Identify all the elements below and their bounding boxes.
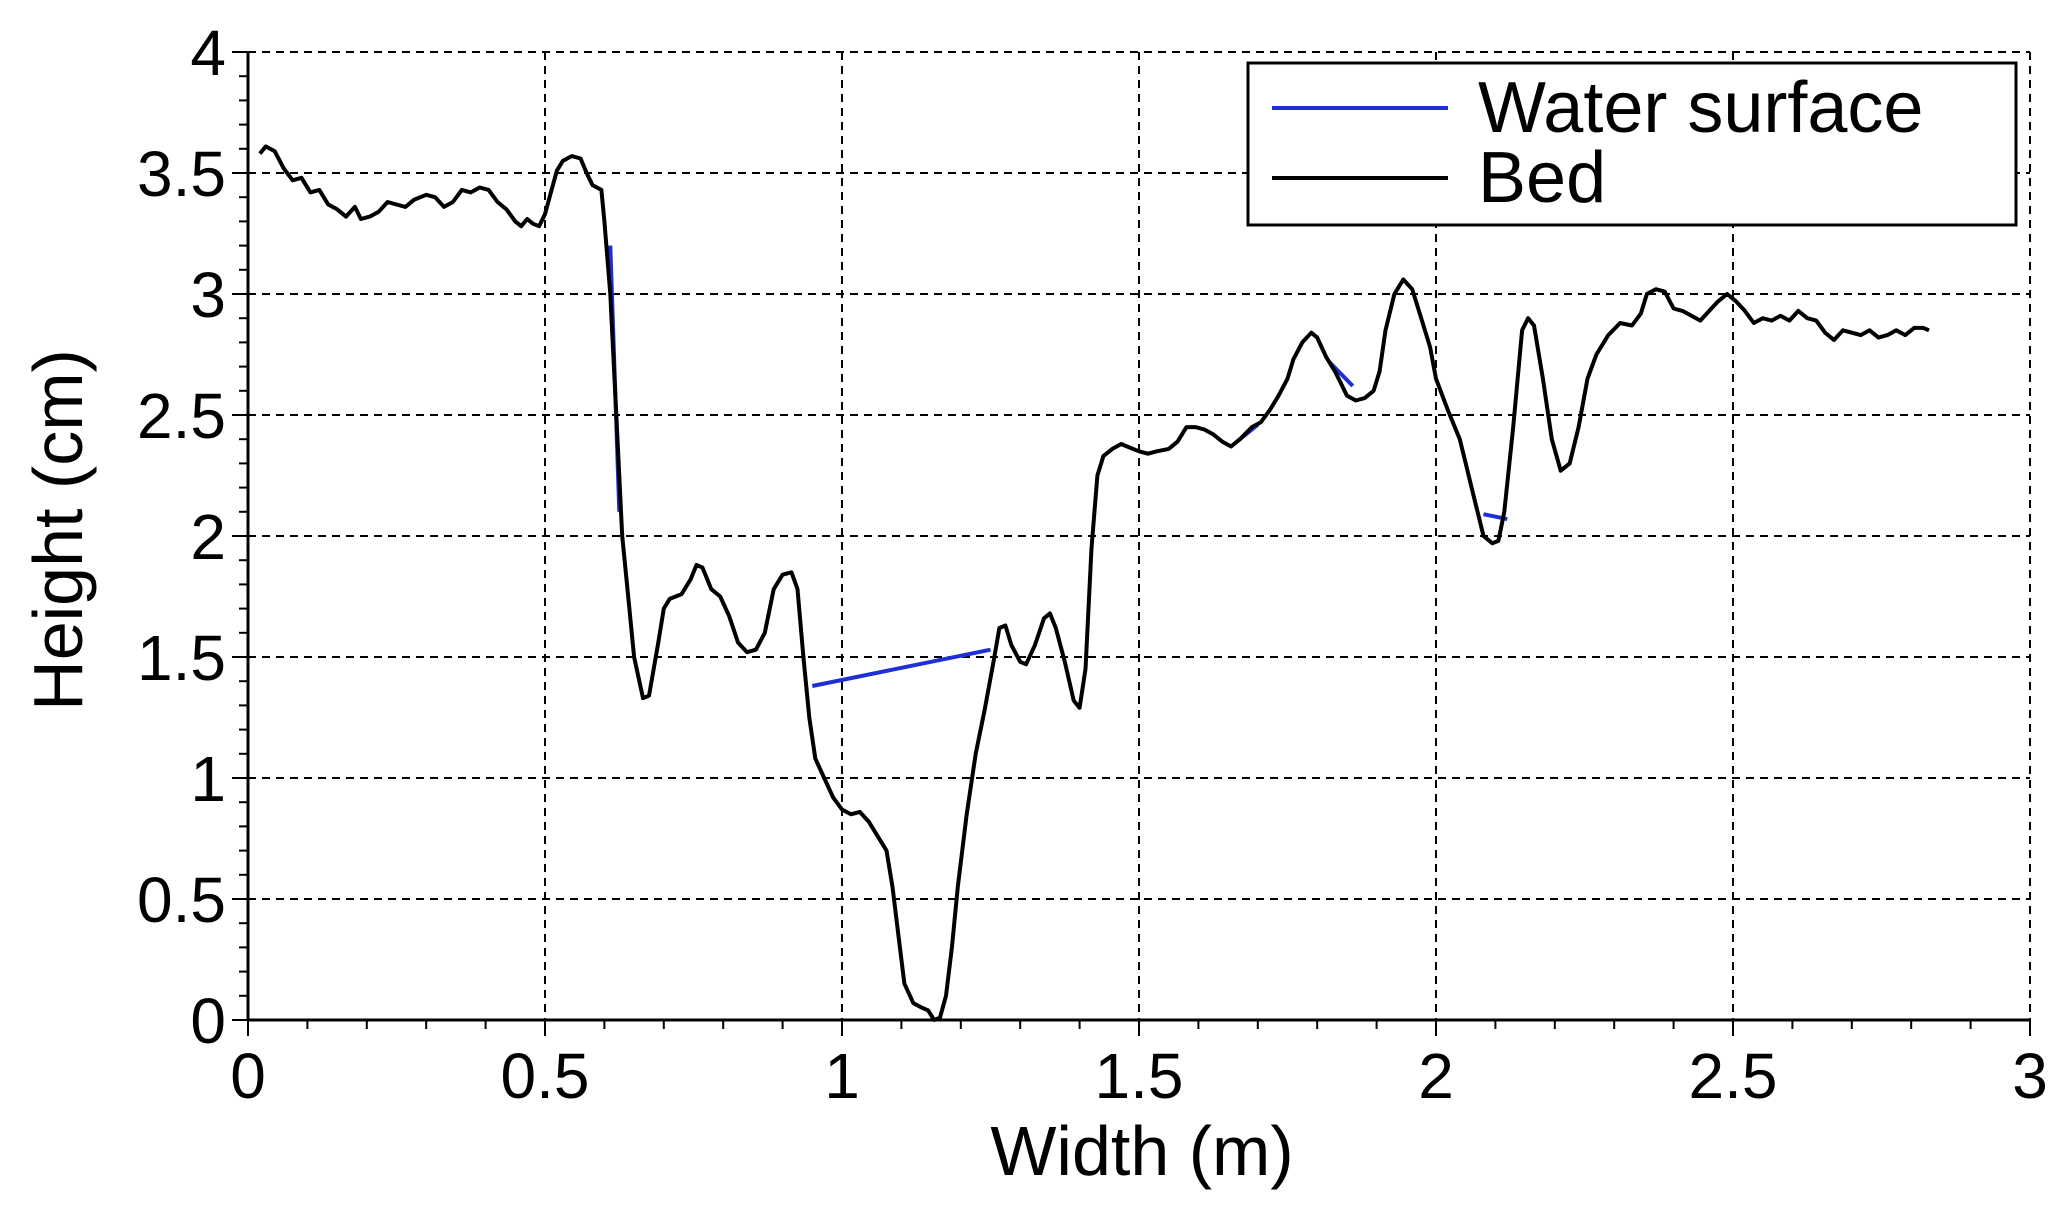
axes [246, 52, 2030, 1022]
x-tick-label: 0 [230, 1040, 266, 1112]
bed-line [258, 144, 1930, 1022]
water-surface-line [811, 647, 991, 688]
legend-label-water-surface: Water surface [1478, 68, 1923, 148]
series-layer [258, 144, 1930, 1022]
x-tick-label: 3 [2012, 1040, 2048, 1112]
x-tick-label: 1.5 [1095, 1040, 1184, 1112]
x-axis-title: Width (m) [990, 1112, 1293, 1190]
legend: Water surface Bed [1246, 61, 2018, 227]
y-tick-label: 2.5 [137, 380, 226, 452]
legend-label-bed: Bed [1478, 138, 1606, 218]
x-tick-labels: 0 0.5 1 1.5 2 2.5 3 [230, 1040, 2048, 1112]
legend-box [1246, 61, 2018, 227]
y-tick-label: 0 [190, 985, 226, 1057]
y-tick-label: 3.5 [137, 138, 226, 210]
y-tick-label: 4 [190, 17, 226, 89]
y-tick-label: 3 [190, 259, 226, 331]
x-tick-label: 2.5 [1689, 1040, 1778, 1112]
y-tick-labels: 0 0.5 1 1.5 2 2.5 3 3.5 4 [137, 17, 226, 1057]
y-tick-label: 2 [190, 501, 226, 573]
y-tick-label: 1 [190, 743, 226, 815]
x-tick-label: 0.5 [501, 1040, 590, 1112]
y-axis-title: Height (cm) [19, 349, 97, 711]
x-tick-label: 1 [824, 1040, 860, 1112]
x-tick-label: 2 [1418, 1040, 1454, 1112]
y-tick-label: 1.5 [137, 622, 226, 694]
y-tick-label: 0.5 [137, 864, 226, 936]
